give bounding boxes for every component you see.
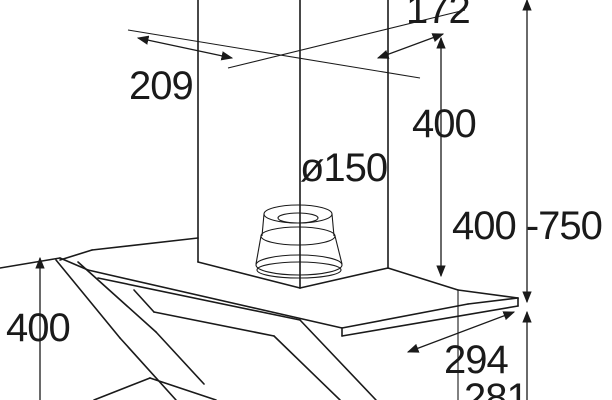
dimension-width-top: 172 [406, 0, 471, 32]
dimension-adjustable-height: 400 -750 [452, 204, 603, 248]
dimension-duct-diameter: ø150 [300, 146, 388, 190]
dimension-hood-depth: 294 [444, 338, 509, 382]
dimension-hood-front-height: 400 [6, 306, 71, 350]
dimension-hood-bottom: 281 [464, 376, 529, 400]
top-dimension-lines [127, 9, 466, 79]
vertical-dimension-lines [35, 0, 532, 400]
hood-body [0, 237, 519, 400]
dimension-chimney-height: 400 [412, 102, 477, 146]
dimension-depth-top: 209 [129, 64, 194, 108]
duct-connector-icon [255, 204, 343, 279]
